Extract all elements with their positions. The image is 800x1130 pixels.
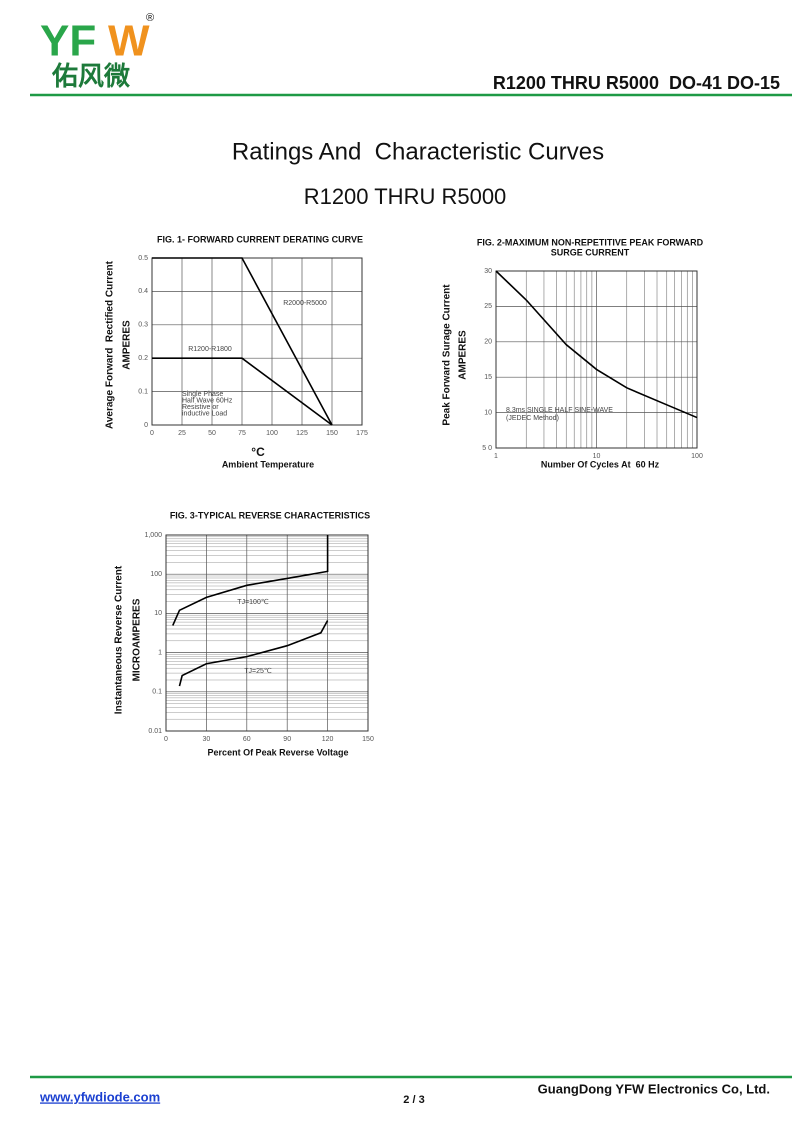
series-label: R2000-R5000 [283,300,327,307]
x-tick-label: 25 [178,430,186,437]
x-tick-label: 100 [266,430,278,437]
chart-title: FIG. 1- FORWARD CURRENT DERATING CURVE [157,234,363,244]
registered-mark: ® [146,12,154,24]
y-tick-label: 1,000 [144,532,162,539]
series-label: TJ=100℃ [237,599,269,606]
y-tick-label: 5 0 [482,445,492,452]
series-line [178,620,329,687]
y-tick-label: 10 [154,610,162,617]
x-tick-label: 30 [203,736,211,743]
y-tick-label: 1 [158,649,162,656]
series-line [495,270,698,419]
x-tick-label: 175 [356,430,368,437]
plot-frame [165,534,369,732]
x-tick-label: 150 [362,736,374,743]
x-axis-label: Percent Of Peak Reverse Voltage [208,747,349,757]
y-tick-label: 0.2 [138,355,148,362]
x-tick-label: 50 [208,430,216,437]
series-line [152,357,333,426]
x-axis-unit: °C [251,445,265,459]
y-axis-label: AMPERES [122,320,133,370]
annotation: (JEDEC Method) [506,415,559,422]
company-name: GuangDong YFW Electronics Co, Ltd. [538,1081,770,1096]
y-axis-label: Instantaneous Reverse Current [114,565,125,714]
y-axis-label: Peak Forward Surage Current [442,284,453,426]
y-tick-label: 0 [144,422,148,429]
annotation: inductive Load [182,410,227,417]
chart-title: FIG. 3-TYPICAL REVERSE CHARACTERISTICS [170,510,370,520]
y-tick-label: 15 [484,374,492,381]
x-axis-label: Number Of Cycles At 60 Hz [541,459,660,469]
annotation: 8.3ms SINGLE HALF SINE-WAVE [506,407,613,414]
series-line [152,257,333,426]
y-axis-label: AMPERES [458,330,469,380]
logo-right: W [108,17,150,66]
y-tick-label: 25 [484,303,492,310]
x-tick-label: 90 [283,736,291,743]
part-title: R1200 THRU R5000 DO-41 DO-15 [493,73,780,93]
series-label: TJ=25℃ [244,668,272,675]
x-tick-label: 60 [243,736,251,743]
y-tick-label: 0.1 [138,388,148,395]
page-title: Ratings And Characteristic Curves [232,138,604,165]
y-tick-label: 10 [484,409,492,416]
annotation: Single Phase [182,391,223,398]
x-tick-label: 10 [593,453,601,460]
series-label: R1200-R1800 [188,346,232,353]
y-axis-label: Average Forward Rectified Current [105,260,116,429]
y-tick-label: 0.5 [138,255,148,262]
y-tick-label: 0.1 [152,689,162,696]
y-tick-label: 0.3 [138,322,148,329]
y-axis-label: MICROAMPERES [132,598,143,681]
series-line [172,535,329,626]
x-tick-label: 100 [691,453,703,460]
charts: 0 25 50 75 100 125 150 17500.10.20.30.40.5R2000… [105,234,704,757]
x-axis-label: Ambient Temperature [222,459,314,469]
x-tick-label: 1 [494,453,498,460]
y-tick-label: 100 [150,571,162,578]
x-tick-label: 125 [296,430,308,437]
x-tick-label: 120 [322,736,334,743]
y-tick-label: 30 [484,268,492,275]
page-number: 2 / 3 [403,1094,424,1106]
logo-chinese: 佑风微 [51,61,130,91]
x-tick-label: 0 [164,736,168,743]
x-tick-label: 150 [326,430,338,437]
page-subtitle: R1200 THRU R5000 [304,184,507,209]
plot-frame [151,257,363,426]
y-tick-label: 0.01 [148,728,162,735]
annotation: Resistive or [182,404,219,411]
plot-frame [495,270,698,449]
logo-left: YF [40,17,96,66]
chart-title: SURGE CURRENT [551,247,630,257]
x-tick-label: 75 [238,430,246,437]
y-tick-label: 20 [484,339,492,346]
x-tick-label: 0 [150,430,154,437]
chart-title: FIG. 2-MAXIMUM NON-REPETITIVE PEAK FORWA… [477,237,704,247]
y-tick-label: 0.4 [138,288,148,295]
website-link[interactable]: www.yfwdiode.com [39,1089,160,1104]
annotation: Half Wave 60Hz [182,397,233,404]
